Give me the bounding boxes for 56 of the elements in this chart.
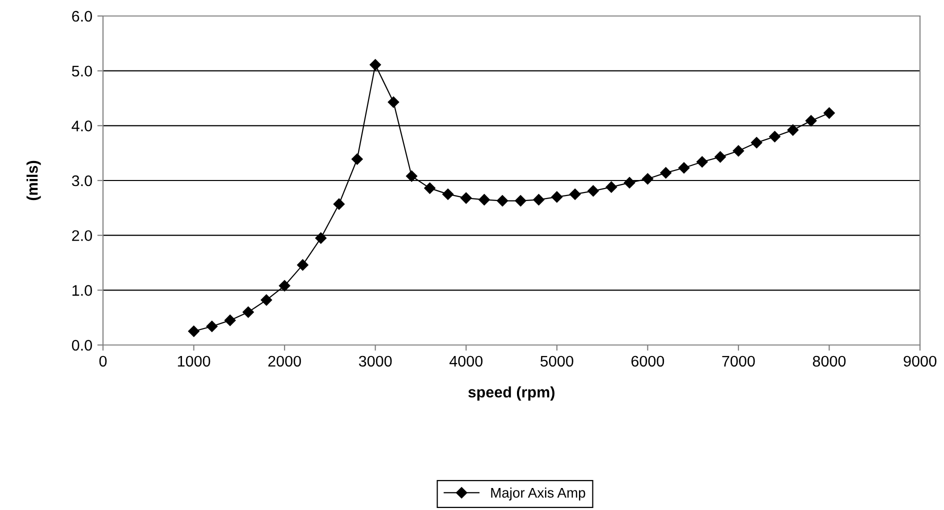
point bbox=[624, 177, 636, 188]
y-tick-label: 3.0 bbox=[72, 175, 92, 186]
x-tick-label: 3000 bbox=[358, 356, 392, 367]
point bbox=[769, 131, 780, 142]
point bbox=[424, 182, 436, 194]
point bbox=[496, 195, 508, 206]
point bbox=[333, 198, 345, 210]
point bbox=[388, 96, 400, 108]
point bbox=[514, 195, 526, 206]
y-tick-label: 2.0 bbox=[72, 230, 92, 242]
x-tick-label: 0 bbox=[99, 356, 107, 367]
y-tick-label: 4.0 bbox=[72, 120, 92, 132]
point bbox=[206, 320, 218, 332]
point bbox=[352, 154, 363, 165]
point bbox=[606, 181, 617, 193]
point bbox=[478, 194, 490, 206]
x-axis-title: speed (rpm) bbox=[468, 386, 554, 401]
y-tick-label: 5.0 bbox=[72, 66, 92, 77]
point bbox=[224, 314, 236, 326]
point bbox=[551, 191, 562, 203]
x-tick-label: 1000 bbox=[178, 356, 210, 367]
point bbox=[260, 294, 272, 306]
x-tick-label: 4000 bbox=[449, 356, 483, 367]
x-tick-label: 2000 bbox=[268, 356, 301, 367]
point bbox=[315, 232, 326, 244]
point bbox=[242, 306, 254, 318]
point bbox=[750, 137, 762, 148]
point bbox=[278, 280, 290, 292]
point bbox=[533, 194, 544, 206]
point bbox=[370, 59, 381, 70]
point bbox=[188, 326, 200, 337]
point bbox=[588, 185, 599, 197]
legend-label: Major Axis Amp bbox=[491, 488, 586, 500]
y-axis-title: (mils) bbox=[26, 160, 41, 200]
point bbox=[732, 145, 744, 156]
point bbox=[696, 156, 708, 168]
point bbox=[824, 107, 835, 119]
y-tick-label: 6.0 bbox=[72, 10, 92, 22]
point bbox=[642, 173, 654, 184]
x-tick-label: 9000 bbox=[904, 356, 936, 367]
x-tick-label: 7000 bbox=[722, 356, 755, 367]
point bbox=[678, 162, 690, 174]
point bbox=[787, 124, 799, 136]
x-tick-label: 6000 bbox=[631, 356, 664, 367]
y-tick-label: 0.0 bbox=[72, 340, 92, 351]
point bbox=[660, 167, 672, 178]
point bbox=[460, 192, 472, 204]
x-tick-label: 5000 bbox=[540, 356, 574, 367]
point bbox=[714, 151, 726, 163]
point bbox=[569, 188, 581, 200]
x-tick-label: 8000 bbox=[812, 356, 846, 367]
point bbox=[297, 259, 308, 271]
point bbox=[442, 188, 454, 200]
point bbox=[406, 170, 418, 182]
y-tick-label: 1.0 bbox=[72, 285, 92, 296]
point bbox=[805, 115, 817, 126]
